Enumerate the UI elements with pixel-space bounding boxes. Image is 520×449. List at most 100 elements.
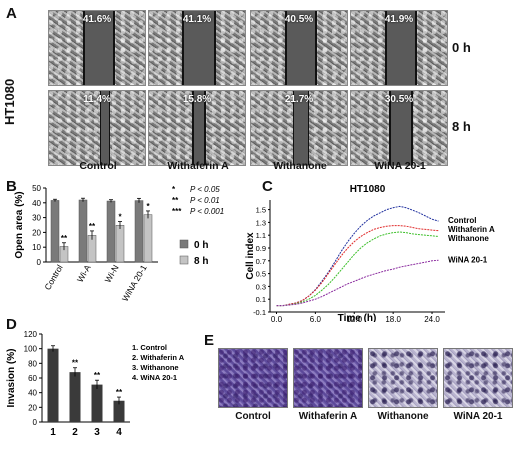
time-label-8h: 8 h — [452, 119, 471, 134]
x-tick-label: 3 — [94, 427, 100, 438]
wound-edge-left — [83, 11, 85, 85]
open-area-percent: 41.1% — [182, 14, 212, 25]
cell-line-label: HT1080 — [2, 78, 17, 125]
significance-mark: ** — [94, 371, 101, 380]
panel-a-letter: A — [6, 5, 17, 22]
legend-entry: 1. Control — [132, 343, 167, 352]
y-tick-label: 20 — [28, 403, 37, 412]
invasion-image-control — [218, 348, 288, 408]
y-tick-label: 0.5 — [256, 270, 266, 279]
open-area-percent: 40.5% — [284, 14, 314, 25]
series-line-withaferin-a — [276, 225, 439, 307]
wound-edge-left — [285, 11, 287, 85]
scratch-image-control-0h: 41.6% — [48, 10, 146, 86]
invasion-label-control: Control — [235, 411, 271, 422]
bar-0h-0 — [50, 200, 60, 263]
wound-edge-right — [307, 91, 309, 165]
wound-edge-left — [192, 91, 194, 165]
bar-0h-1 — [78, 199, 88, 263]
y-tick-label: 0.9 — [256, 244, 266, 253]
panel-d-letter: D — [6, 316, 17, 333]
significance-key-threshold: P < 0.001 — [190, 207, 224, 216]
x-tick-label: 12.0 — [346, 315, 362, 322]
wound-gap — [285, 11, 315, 85]
wound-gap — [385, 11, 415, 85]
panel-c-letter: C — [262, 178, 273, 195]
cell-index-line-chart: HT1080 -0.1 0.1 0.3 0.5 0.7 0.9 1.1 1.3 1.5 0.0 6.0… — [245, 184, 495, 322]
wound-gap — [99, 91, 109, 165]
series-line-withanone — [276, 231, 439, 307]
series-label: Control — [448, 216, 476, 225]
x-tick-label: 2 — [72, 427, 78, 438]
x-tick-label: 24.0 — [424, 315, 440, 322]
significance-mark: * — [146, 202, 150, 211]
y-tick-label: 1.3 — [256, 218, 266, 227]
significance-key-threshold: P < 0.01 — [190, 196, 220, 205]
invasion-label-wina: WiNA 20-1 — [453, 411, 503, 422]
y-axis-title: Open area (%) — [14, 191, 25, 258]
scratch-image-withaferin-a-0h: 41.1% — [148, 10, 246, 86]
y-tick-label: 0 — [37, 258, 42, 267]
bar-3 — [91, 384, 103, 422]
series-label: WiNA 20-1 — [448, 256, 488, 265]
significance-key-symbol: ** — [172, 196, 179, 205]
legend-entry: 4. WiNA 20-1 — [132, 373, 177, 382]
x-tick-label: WiNA 20-1 — [120, 263, 149, 303]
y-tick-label: -0.1 — [253, 308, 266, 317]
y-tick-label: 50 — [32, 184, 41, 193]
bar-0h-2 — [106, 200, 116, 263]
series-label: Withaferin A — [448, 225, 495, 234]
y-tick-label: 10 — [32, 243, 41, 252]
significance-mark: ** — [116, 388, 123, 397]
bar-1 — [47, 348, 59, 422]
significance-mark: ** — [72, 359, 79, 368]
y-axis-title: Invasion (%) — [6, 349, 17, 408]
legend-label: 8 h — [194, 256, 208, 267]
scratch-image-withanone-0h: 40.5% — [250, 10, 348, 86]
y-tick-label: 40 — [32, 199, 41, 208]
x-tick-label: 0.0 — [271, 315, 283, 322]
invasion-bar-chart: 0 20 40 60 80 100 120 Invasion (%) 1 ** 2 ** 3 ** 4 1. … — [6, 330, 185, 438]
significance-mark: * — [118, 213, 122, 222]
y-tick-label: 0 — [33, 418, 38, 427]
wound-edge-right — [214, 11, 216, 85]
column-label-wina: WiNA 20-1 — [374, 160, 426, 172]
legend-swatch — [179, 255, 189, 265]
wound-edge-right — [108, 91, 110, 165]
scratch-image-withaferin-a-8h: 15.8% — [148, 90, 246, 166]
scratch-image-control-8h: 11.4% — [48, 90, 146, 166]
bar-2 — [69, 372, 81, 422]
significance-key-threshold: P < 0.05 — [190, 185, 220, 194]
y-tick-label: 0.1 — [256, 295, 266, 304]
open-area-percent: 41.9% — [384, 14, 414, 25]
legend-entry: 2. Withaferin A — [132, 353, 185, 362]
column-label-control: Control — [79, 160, 117, 172]
x-tick-label: 4 — [116, 427, 122, 438]
wound-edge-right — [204, 91, 206, 165]
time-label-0h: 0 h — [452, 40, 471, 55]
y-tick-label: 40 — [28, 389, 37, 398]
wound-edge-right — [113, 11, 115, 85]
y-tick-label: 60 — [28, 374, 37, 383]
x-axis-title: Time (h) — [338, 313, 377, 322]
y-tick-label: 1.5 — [256, 206, 266, 215]
series-line-control — [276, 205, 439, 307]
wound-edge-left — [182, 11, 184, 85]
wound-gap — [83, 11, 113, 85]
x-tick-label: Wi-N — [103, 263, 121, 284]
series-line-wina-20-1 — [276, 259, 439, 307]
wound-gap — [182, 11, 214, 85]
open-area-percent: 41.6% — [82, 14, 112, 25]
y-tick-label: 20 — [32, 228, 41, 237]
column-label-withanone: Withanone — [273, 160, 327, 172]
invasion-image-withaferin-a — [293, 348, 363, 408]
panel-b-letter: B — [6, 178, 17, 195]
open-area-percent: 15.8% — [182, 94, 212, 105]
wound-gap — [292, 91, 308, 165]
invasion-label-withanone: Withanone — [377, 411, 429, 422]
y-tick-label: 100 — [24, 345, 38, 354]
column-label-withaferin-a: Withaferin A — [167, 160, 229, 172]
invasion-label-withaferin-a: Withaferin A — [298, 411, 358, 422]
scratch-image-wina-0h: 41.9% — [350, 10, 448, 86]
